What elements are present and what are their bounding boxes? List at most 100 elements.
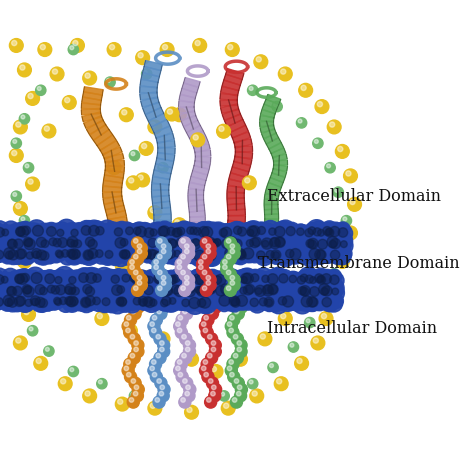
Circle shape <box>260 295 272 307</box>
Circle shape <box>265 225 278 238</box>
Polygon shape <box>264 99 279 109</box>
Circle shape <box>268 284 278 295</box>
Circle shape <box>40 295 56 311</box>
Circle shape <box>279 274 288 283</box>
Circle shape <box>78 286 90 298</box>
Circle shape <box>209 390 221 402</box>
Circle shape <box>259 238 272 251</box>
Polygon shape <box>181 115 198 127</box>
Circle shape <box>327 164 330 168</box>
Circle shape <box>232 398 237 402</box>
Circle shape <box>297 276 305 284</box>
Circle shape <box>233 249 249 264</box>
Circle shape <box>268 228 281 240</box>
Circle shape <box>269 227 282 240</box>
Circle shape <box>261 293 279 311</box>
Circle shape <box>13 120 27 134</box>
Circle shape <box>268 271 282 284</box>
Circle shape <box>221 291 241 311</box>
Circle shape <box>122 250 130 258</box>
Circle shape <box>187 249 202 264</box>
Circle shape <box>226 255 231 259</box>
Circle shape <box>97 379 107 389</box>
Circle shape <box>33 225 44 236</box>
Circle shape <box>157 238 162 243</box>
Circle shape <box>54 246 67 259</box>
Circle shape <box>22 284 31 294</box>
Polygon shape <box>261 109 275 118</box>
Circle shape <box>25 274 29 278</box>
Circle shape <box>135 242 147 254</box>
Circle shape <box>228 371 240 383</box>
Circle shape <box>159 242 172 254</box>
Circle shape <box>87 282 100 295</box>
Circle shape <box>135 246 148 260</box>
Circle shape <box>43 234 59 251</box>
Circle shape <box>205 283 219 297</box>
Circle shape <box>273 233 289 249</box>
Polygon shape <box>185 230 202 242</box>
Circle shape <box>246 284 255 294</box>
Circle shape <box>41 271 61 291</box>
Circle shape <box>350 200 355 205</box>
Circle shape <box>84 225 100 240</box>
Circle shape <box>255 222 269 237</box>
Circle shape <box>179 289 191 301</box>
Circle shape <box>170 293 187 310</box>
Circle shape <box>159 279 172 291</box>
Circle shape <box>168 225 185 241</box>
Polygon shape <box>190 217 205 222</box>
Circle shape <box>227 237 237 247</box>
Circle shape <box>167 282 183 298</box>
Circle shape <box>4 247 15 259</box>
Circle shape <box>11 292 30 310</box>
Circle shape <box>118 399 123 404</box>
Circle shape <box>278 282 295 299</box>
Circle shape <box>185 392 190 396</box>
Circle shape <box>110 290 130 310</box>
Circle shape <box>80 248 95 264</box>
Circle shape <box>128 282 147 301</box>
Circle shape <box>0 247 6 263</box>
Circle shape <box>201 225 213 237</box>
Circle shape <box>155 251 167 263</box>
Circle shape <box>148 297 161 310</box>
Circle shape <box>132 346 144 357</box>
Circle shape <box>164 294 181 312</box>
Circle shape <box>304 238 319 253</box>
Circle shape <box>122 365 134 376</box>
Circle shape <box>206 281 210 285</box>
Circle shape <box>149 294 163 307</box>
Circle shape <box>140 275 150 285</box>
Circle shape <box>323 231 343 251</box>
Circle shape <box>199 292 215 308</box>
Polygon shape <box>151 119 170 133</box>
Circle shape <box>201 327 213 338</box>
Circle shape <box>272 101 283 112</box>
Circle shape <box>131 392 135 396</box>
Circle shape <box>230 275 235 280</box>
Circle shape <box>0 293 2 311</box>
Circle shape <box>333 236 353 255</box>
Circle shape <box>333 187 344 197</box>
Circle shape <box>49 235 64 250</box>
Circle shape <box>127 270 143 286</box>
Circle shape <box>126 227 133 235</box>
Circle shape <box>94 267 114 287</box>
Circle shape <box>295 291 315 311</box>
Circle shape <box>118 298 127 306</box>
Circle shape <box>122 235 142 255</box>
Polygon shape <box>103 181 122 188</box>
Polygon shape <box>262 104 277 114</box>
Circle shape <box>297 249 312 264</box>
Circle shape <box>56 219 76 239</box>
Circle shape <box>79 220 99 240</box>
Circle shape <box>100 294 114 309</box>
Circle shape <box>65 297 73 305</box>
Circle shape <box>142 249 152 258</box>
Circle shape <box>120 222 134 237</box>
Circle shape <box>312 237 330 255</box>
Polygon shape <box>86 120 106 135</box>
Circle shape <box>160 238 173 251</box>
Circle shape <box>123 292 142 310</box>
